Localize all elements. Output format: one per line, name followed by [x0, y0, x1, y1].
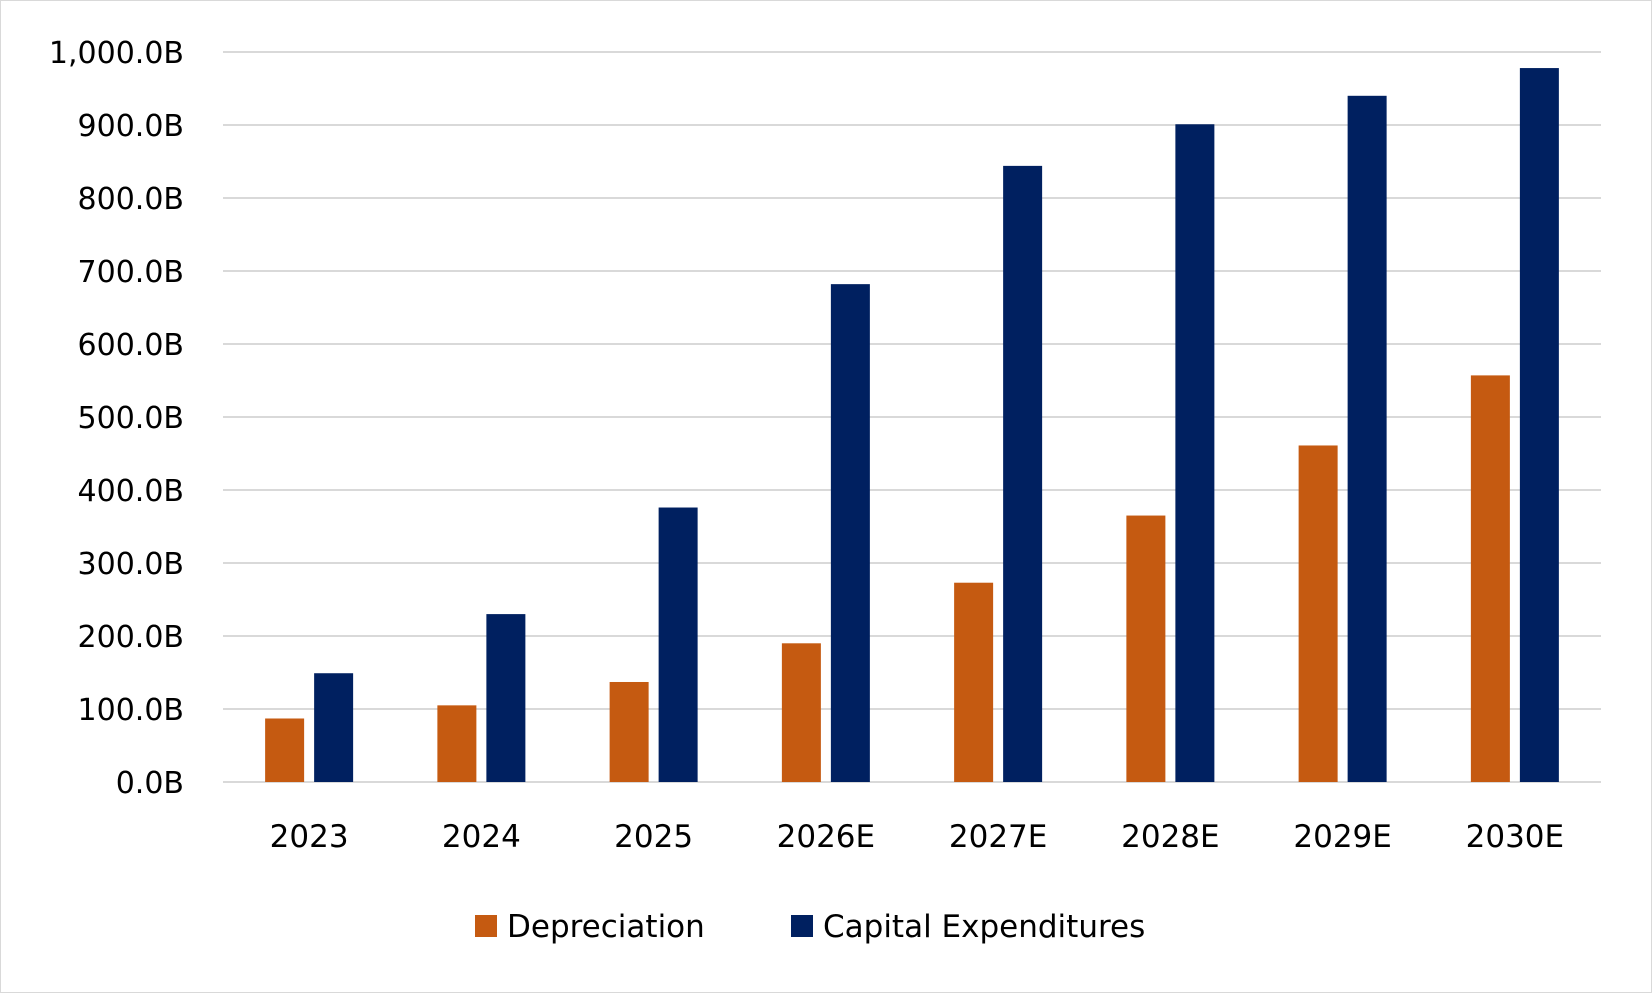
- bar-depreciation-2027e: [954, 582, 994, 782]
- bar-capital-expenditures-2023: [314, 673, 354, 782]
- y-tick-label-800: 800.0B: [78, 182, 184, 217]
- bars: [265, 68, 1559, 783]
- x-tick-label-2027e: 2027E: [949, 819, 1047, 855]
- y-tick-label-0: 0.0B: [116, 766, 184, 801]
- legend: Depreciation Capital Expenditures: [475, 909, 1145, 945]
- bar-capital-expenditures-2026e: [830, 284, 870, 782]
- y-tick-label-400: 400.0B: [78, 474, 184, 509]
- x-tick-label-2026e: 2026E: [777, 819, 875, 855]
- x-tick-label-2025: 2025: [614, 819, 693, 855]
- bar-depreciation-2026e: [781, 643, 821, 782]
- legend-swatch-capital-expenditures: [791, 915, 813, 937]
- legend-swatch-depreciation: [475, 915, 497, 937]
- gridlines: [223, 51, 1601, 783]
- bar-capital-expenditures-2028e: [1175, 124, 1215, 782]
- y-tick-label-900: 900.0B: [78, 109, 184, 144]
- y-axis-tick-labels: 0.0B 100.0B 200.0B 300.0B 400.0B 500.0B 600.0B…: [49, 36, 184, 801]
- bar-depreciation-2028e: [1126, 515, 1166, 782]
- bar-depreciation-2024: [437, 705, 477, 782]
- bar-capital-expenditures-2025: [658, 507, 698, 782]
- bar-depreciation-2023: [265, 718, 305, 782]
- y-tick-label-600: 600.0B: [78, 328, 184, 363]
- x-tick-label-2028e: 2028E: [1121, 819, 1219, 855]
- y-tick-label-100: 100.0B: [78, 693, 184, 728]
- y-tick-label-1000: 1,000.0B: [49, 36, 184, 71]
- bar-depreciation-2030e: [1470, 375, 1510, 782]
- y-tick-label-500: 500.0B: [78, 401, 184, 436]
- bar-depreciation-2025: [609, 681, 649, 782]
- bar-capital-expenditures-2024: [486, 614, 526, 782]
- bar-capital-expenditures-2030e: [1519, 68, 1559, 782]
- bar-capital-expenditures-2027e: [1003, 165, 1043, 782]
- x-tick-label-2023: 2023: [270, 819, 349, 855]
- legend-label-capital-expenditures: Capital Expenditures: [823, 909, 1145, 945]
- x-axis-tick-labels: 2023 2024 2025 2026E 2027E 2028E 2029E 2030E: [270, 819, 1564, 855]
- y-tick-label-300: 300.0B: [78, 547, 184, 582]
- y-tick-label-700: 700.0B: [78, 255, 184, 290]
- bar-depreciation-2029e: [1298, 445, 1338, 782]
- x-tick-label-2024: 2024: [442, 819, 521, 855]
- x-tick-label-2029e: 2029E: [1293, 819, 1391, 855]
- bar-capital-expenditures-2029e: [1347, 95, 1387, 783]
- legend-label-depreciation: Depreciation: [507, 909, 705, 945]
- x-tick-label-2030e: 2030E: [1466, 819, 1564, 855]
- y-tick-label-200: 200.0B: [78, 620, 184, 655]
